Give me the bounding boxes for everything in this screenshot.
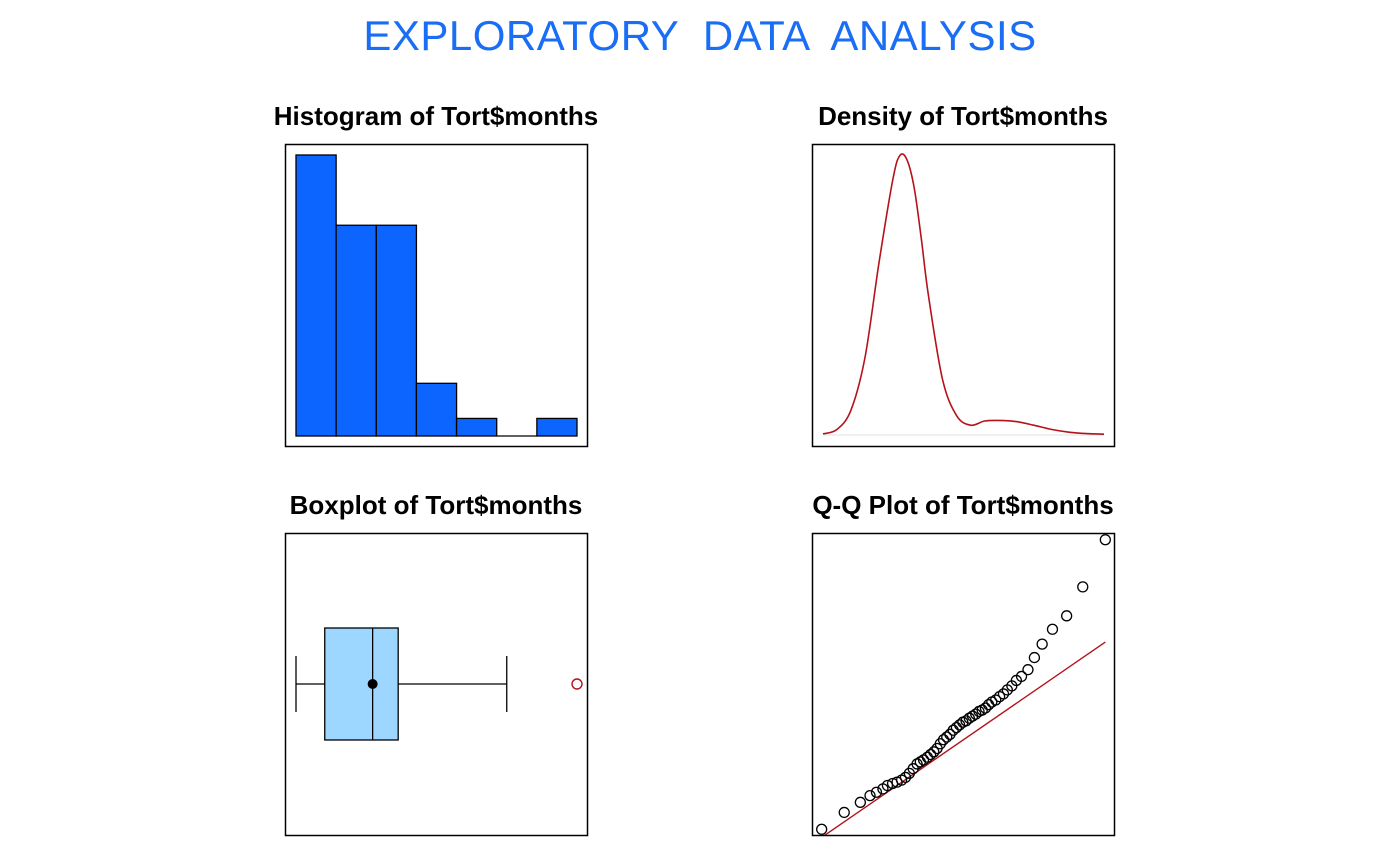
histogram-bar xyxy=(375,224,418,437)
histogram-bar xyxy=(335,224,377,437)
boxplot-box xyxy=(324,627,399,741)
histogram-bar xyxy=(536,417,578,437)
density-chart xyxy=(811,143,1116,448)
qq-point xyxy=(950,721,963,734)
boxplot-outlier xyxy=(571,678,583,690)
qq-chart xyxy=(811,532,1116,837)
boxplot-title: Boxplot of Tort$months xyxy=(289,490,583,520)
qq-point xyxy=(1015,670,1028,683)
boxplot-mean-point xyxy=(367,679,378,689)
density-curve xyxy=(822,153,1105,435)
qq-point xyxy=(1099,534,1111,546)
histogram-title: Histogram of Tort$months xyxy=(273,101,599,131)
qq-point xyxy=(979,702,992,714)
qq-point xyxy=(1046,623,1059,635)
main-title: EXPLORATORY DATA ANALYSIS xyxy=(363,12,1037,59)
qq-point xyxy=(1036,638,1048,650)
qq-point xyxy=(970,708,982,720)
qq-reference-line xyxy=(823,641,1106,835)
qq-point xyxy=(854,796,867,808)
qq-point xyxy=(1077,581,1089,593)
density-title: Density of Tort$months xyxy=(818,101,1108,131)
qq-point xyxy=(816,823,828,835)
qq-point xyxy=(1028,651,1041,664)
qq-point xyxy=(870,786,883,798)
histogram-chart xyxy=(284,143,589,448)
histogram-bar xyxy=(455,417,498,437)
qq-point xyxy=(924,748,937,761)
qq-point xyxy=(953,719,966,731)
qq-point xyxy=(864,789,876,802)
qq-point xyxy=(899,771,912,784)
histogram-bar xyxy=(415,382,458,437)
qq-point xyxy=(881,779,894,792)
density-frame xyxy=(811,143,1116,448)
qq-point xyxy=(838,806,850,819)
qq-point xyxy=(928,746,940,758)
qq-point xyxy=(990,694,1002,706)
qq-point xyxy=(941,731,953,743)
qq-point xyxy=(997,688,1010,700)
qq-point xyxy=(1060,610,1073,622)
qq-point xyxy=(1022,664,1034,676)
histogram-frame xyxy=(284,143,589,448)
qq-title: Q-Q Plot of Tort$months xyxy=(812,490,1114,520)
qq-frame xyxy=(811,532,1116,837)
boxplot-frame xyxy=(284,532,589,837)
boxplot-chart xyxy=(284,532,589,837)
histogram-bar xyxy=(295,154,337,437)
